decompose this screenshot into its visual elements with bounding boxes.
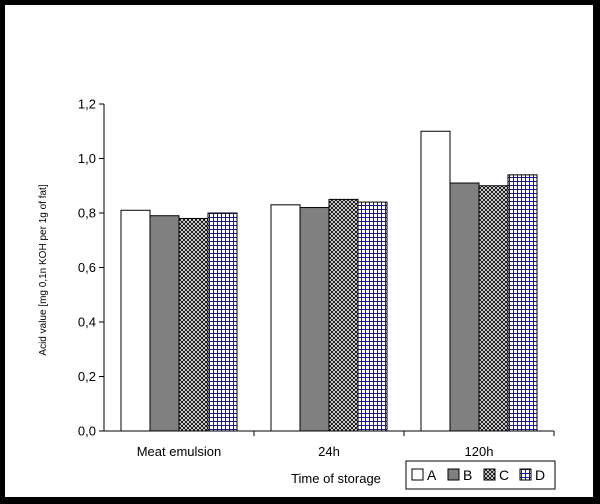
bar-c-1 bbox=[178, 217, 209, 432]
bar-c-2 bbox=[328, 198, 359, 432]
bar-b-1 bbox=[149, 215, 180, 432]
x-axis-title: Time of storage bbox=[291, 471, 381, 486]
bar-b-3 bbox=[449, 182, 480, 432]
bar-chart: 0,0 0,2 0,4 0,6 0,8 1,0 1,2 Meat emulsion 24h 12… bbox=[38, 97, 556, 490]
bar-d-1 bbox=[207, 212, 238, 432]
bars bbox=[120, 130, 538, 432]
legend: A B C D bbox=[405, 460, 556, 490]
y-axis-title: Acid value [mg 0,1n KOH per 1g of fat] bbox=[38, 184, 49, 355]
legend-label-a: A bbox=[427, 467, 437, 483]
legend-label-b: B bbox=[463, 467, 472, 483]
y-axis-ticks: 0,0 0,2 0,4 0,6 0,8 1,0 1,2 bbox=[78, 97, 104, 439]
x-category-label: 24h bbox=[318, 444, 340, 459]
legend-swatch-b bbox=[447, 468, 460, 481]
bar-c-3 bbox=[478, 185, 509, 432]
legend-swatch-c bbox=[483, 468, 496, 481]
x-axis-category-labels: Meat emulsion 24h 120h bbox=[137, 431, 555, 459]
bar-a-3 bbox=[420, 130, 451, 432]
legend-label-c: C bbox=[499, 467, 509, 483]
y-tick-label: 1,0 bbox=[78, 151, 96, 166]
legend-label-d: D bbox=[535, 467, 545, 483]
y-tick-label: 0,4 bbox=[78, 315, 96, 330]
y-tick-label: 0,8 bbox=[78, 206, 96, 221]
legend-swatch-a bbox=[411, 468, 424, 481]
x-category-label: Meat emulsion bbox=[137, 444, 222, 459]
y-tick-label: 0,6 bbox=[78, 260, 96, 275]
bar-a-1 bbox=[120, 209, 151, 432]
y-tick-label: 0,2 bbox=[78, 369, 96, 384]
chart-frame: 0,0 0,2 0,4 0,6 0,8 1,0 1,2 Meat emulsion 24h 12… bbox=[4, 4, 594, 498]
y-tick-label: 1,2 bbox=[78, 97, 96, 112]
bar-d-3 bbox=[507, 174, 538, 432]
legend-swatch-d bbox=[519, 468, 532, 481]
bar-d-2 bbox=[357, 201, 388, 432]
bar-a-2 bbox=[270, 204, 301, 432]
y-tick-label: 0,0 bbox=[78, 424, 96, 439]
bar-b-2 bbox=[299, 207, 330, 432]
x-category-label: 120h bbox=[465, 444, 494, 459]
